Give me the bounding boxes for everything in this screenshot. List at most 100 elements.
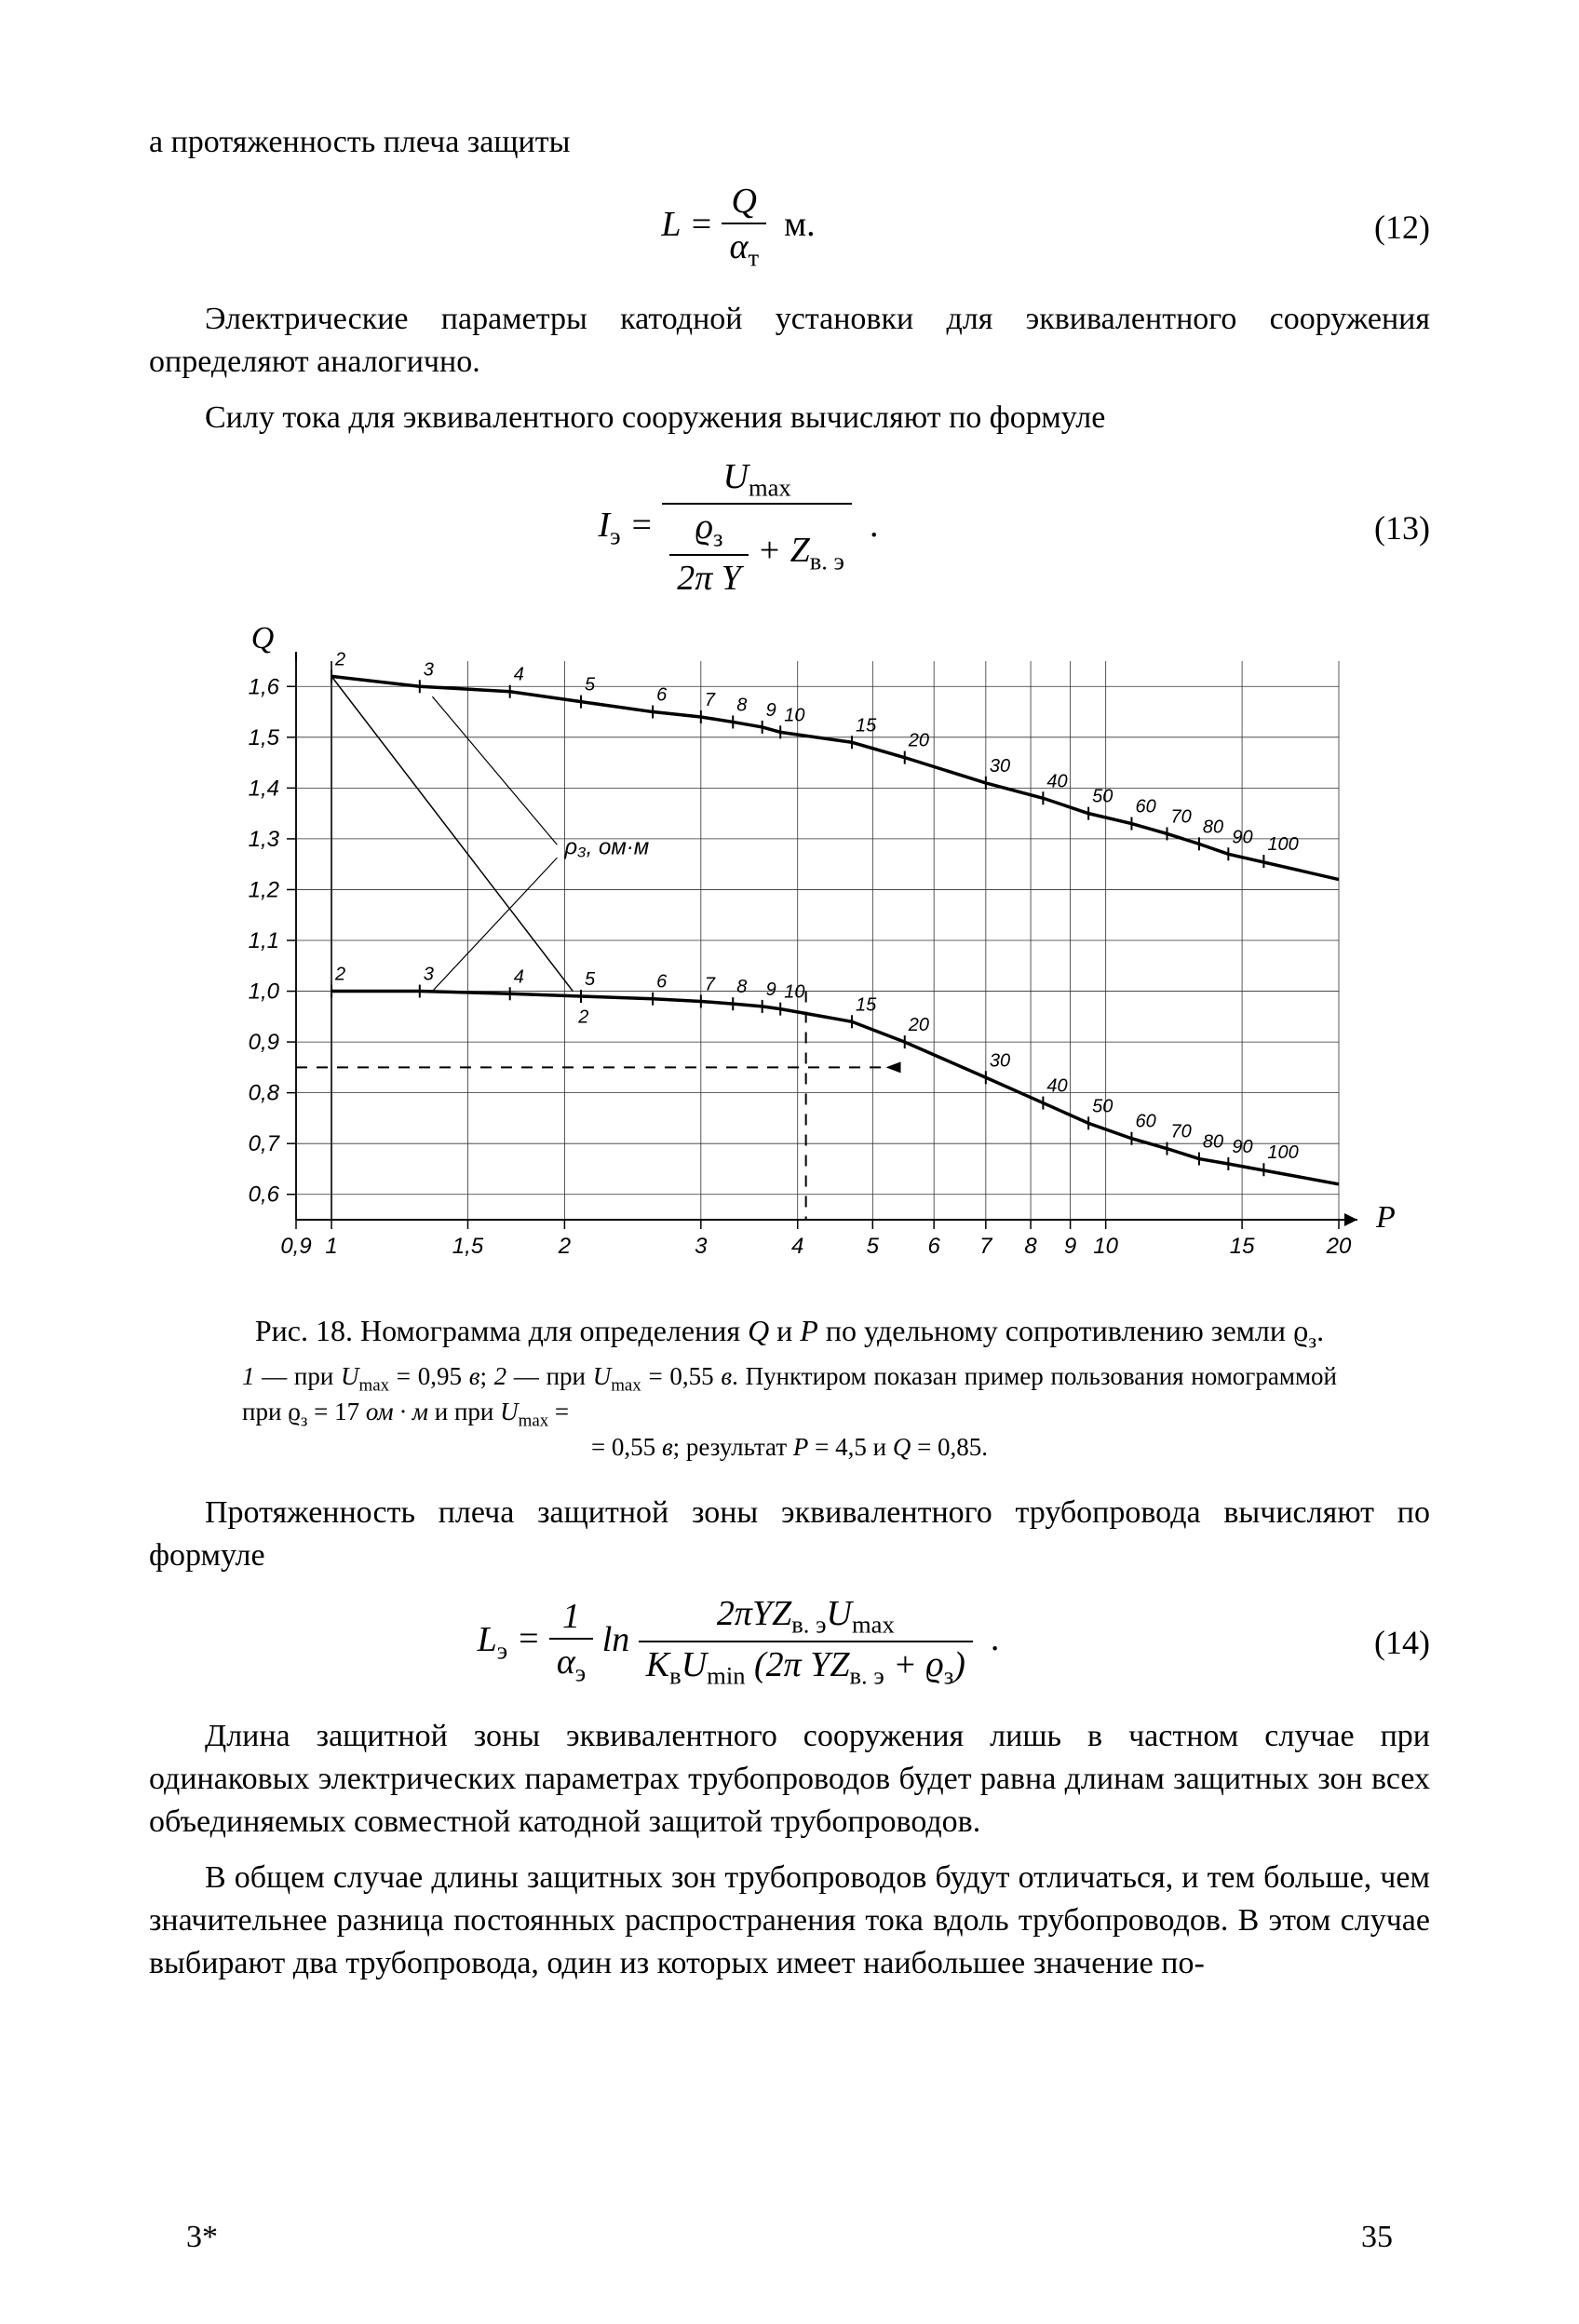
svg-text:0,8: 0,8 [249,1081,280,1106]
eq13-fraction: Umax ϱз2π Y + Zв. э [662,456,852,601]
svg-text:4: 4 [514,665,524,685]
eq14-prefix: 1αэ ln [549,1620,629,1659]
svg-text:0,6: 0,6 [249,1182,280,1208]
svg-text:10: 10 [784,982,804,1003]
svg-text:4: 4 [514,967,524,988]
svg-text:9: 9 [1064,1234,1076,1259]
svg-text:1,0: 1,0 [249,980,280,1005]
eq14-numerator: 2πYZв. эUmax [639,1593,973,1642]
svg-text:100: 100 [1267,1142,1298,1163]
svg-text:0,9: 0,9 [249,1030,279,1055]
svg-text:Q: Q [251,624,275,655]
equation-13: Iэ = Umax ϱз2π Y + Zв. э . (13) [149,456,1430,601]
svg-text:40: 40 [1046,1076,1067,1097]
paragraph-5: В общем случае длины защитных зон трубоп… [149,1857,1430,1985]
svg-text:30: 30 [990,1051,1010,1072]
eq14-lhs: Lэ [478,1620,508,1659]
signature-left: 3* [186,2216,218,2259]
svg-text:0,9: 0,9 [280,1234,311,1259]
svg-text:2: 2 [558,1234,571,1259]
svg-text:5: 5 [585,969,596,990]
svg-text:30: 30 [990,756,1010,777]
svg-text:20: 20 [908,1015,929,1035]
svg-text:1,3: 1,3 [249,827,280,852]
svg-text:7: 7 [979,1234,993,1259]
svg-text:6: 6 [927,1234,940,1259]
paragraph-2: Силу тока для эквивалентного сооружения … [149,397,1430,439]
svg-text:1,1: 1,1 [249,928,279,953]
svg-text:100: 100 [1267,834,1298,855]
eq12-denominator: αт [722,224,766,274]
svg-text:15: 15 [856,716,877,736]
svg-text:9: 9 [766,700,776,721]
svg-text:1,6: 1,6 [249,675,280,700]
svg-text:0,7: 0,7 [249,1131,281,1156]
svg-text:20: 20 [1326,1234,1352,1259]
svg-text:1,5: 1,5 [249,725,280,750]
equation-12: L = Q αт м. (12) [149,181,1430,274]
svg-text:60: 60 [1135,1112,1155,1132]
eq13-number: (13) [1328,506,1430,551]
svg-text:5: 5 [585,675,596,696]
svg-text:3: 3 [424,660,434,681]
svg-text:2: 2 [577,1007,588,1028]
svg-text:50: 50 [1092,787,1113,807]
equation-14: Lэ = 1αэ ln 2πYZв. эUmax KвUmin (2π YZв.… [149,1593,1430,1691]
figure-18: 0,911,5234567891015200,60,70,80,91,01,11… [149,624,1430,1463]
svg-text:2: 2 [334,965,345,985]
svg-text:40: 40 [1046,772,1067,792]
svg-text:6: 6 [656,972,668,993]
eq13-denominator: ϱз2π Y + Zв. э [662,505,852,600]
eq13-lhs: Iэ [599,506,621,545]
svg-text:3: 3 [424,965,434,985]
svg-text:80: 80 [1203,817,1223,838]
svg-text:90: 90 [1232,1137,1252,1157]
paragraph-4: Длина защитной зоны эквивалентного соору… [149,1715,1430,1844]
page: а протяженность плеча защиты L = Q αт м.… [0,0,1579,2324]
svg-text:9: 9 [766,980,776,1000]
svg-text:3: 3 [695,1234,708,1259]
svg-text:10: 10 [784,706,804,726]
figure-18-caption: Рис. 18. Номограмма для определения Q и … [205,1311,1374,1356]
eq14-denominator: KвUmin (2π YZв. э + ϱз) [639,1642,973,1692]
svg-text:15: 15 [1230,1234,1255,1259]
paragraph-3: Протяженность плеча защитной зоны эквива… [149,1492,1430,1577]
svg-text:8: 8 [1024,1234,1037,1259]
svg-text:10: 10 [1093,1234,1118,1259]
svg-text:1: 1 [325,1234,337,1259]
svg-text:80: 80 [1203,1132,1223,1153]
eq12-fraction: Q αт [722,181,766,274]
svg-text:P: P [1375,1200,1395,1235]
svg-text:8: 8 [736,977,747,997]
svg-text:20: 20 [908,731,929,751]
page-number: 35 [1361,2216,1393,2259]
eq12-lhs: L [661,205,680,244]
svg-text:60: 60 [1135,797,1155,817]
paragraph-1: Электрические параметры катодной установ… [149,298,1430,384]
svg-text:1,2: 1,2 [249,878,279,903]
svg-text:6: 6 [656,685,668,706]
svg-text:8: 8 [736,696,747,716]
svg-text:90: 90 [1232,828,1252,848]
intro-phrase: а протяженность плеча защиты [149,121,1430,164]
eq12-numerator: Q [722,181,766,225]
svg-text:1,5: 1,5 [452,1234,484,1259]
svg-text:15: 15 [856,995,877,1016]
eq12-unit: м. [784,205,816,244]
eq12-number: (12) [1328,205,1430,250]
eq14-number: (14) [1328,1620,1430,1666]
svg-text:2: 2 [334,650,345,670]
equation-14-body: Lэ = 1αэ ln 2πYZв. эUmax KвUmin (2π YZв.… [149,1593,1328,1691]
svg-text:70: 70 [1171,1122,1192,1142]
nomogram-chart: 0,911,5234567891015200,60,70,80,91,01,11… [184,624,1395,1294]
svg-text:1,4: 1,4 [249,777,279,802]
svg-text:50: 50 [1092,1097,1113,1117]
svg-text:7: 7 [705,690,716,710]
equation-12-body: L = Q αт м. [149,181,1328,274]
svg-text:7: 7 [705,975,716,995]
figure-18-legend: 1 — при Umax = 0,95 в; 2 — при Umax = 0,… [242,1361,1337,1464]
eq14-fraction: 2πYZв. эUmax KвUmin (2π YZв. э + ϱз) [639,1593,973,1691]
svg-text:5: 5 [867,1234,880,1259]
eq13-numerator: Umax [662,456,852,506]
svg-text:70: 70 [1171,807,1192,828]
